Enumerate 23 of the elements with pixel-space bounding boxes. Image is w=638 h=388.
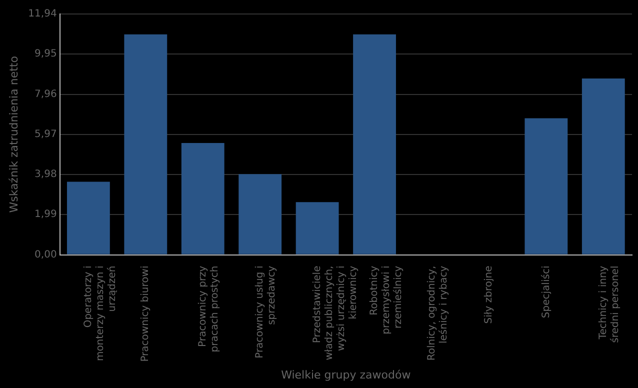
x-tick-label: Technicy i inny średni personel bbox=[598, 266, 621, 343]
bar bbox=[238, 174, 282, 254]
y-tick-label: 3,98 bbox=[34, 169, 57, 180]
x-tick-label: Pracownicy biurowi bbox=[140, 266, 152, 362]
y-axis-title: Wskaźnik zatrudnienia netto bbox=[7, 56, 20, 213]
x-axis-title: Wielkie grupy zawodów bbox=[281, 368, 411, 382]
bar bbox=[524, 118, 568, 254]
y-tick-label: 1,99 bbox=[34, 209, 57, 220]
y-tick-label: 7,96 bbox=[34, 88, 57, 100]
x-tick-label: Siły zbrojne bbox=[484, 266, 495, 324]
bar bbox=[296, 202, 339, 254]
y-tick-label: 5,97 bbox=[34, 128, 57, 140]
x-tick-label: Pracownicy przy pracach prostych bbox=[197, 266, 220, 352]
bar bbox=[582, 78, 625, 254]
bar bbox=[124, 34, 168, 254]
y-tick-label: 0,00 bbox=[34, 249, 57, 260]
x-tick-label: Operatorzy i monterzy maszyn i urządzeń bbox=[83, 266, 118, 362]
bar bbox=[181, 143, 224, 254]
bar bbox=[353, 34, 396, 254]
y-tick-label: 11,94 bbox=[28, 8, 57, 20]
x-tick-label: Specjaliści bbox=[540, 266, 552, 318]
y-tick-label: 9,95 bbox=[34, 48, 57, 60]
bar bbox=[66, 182, 110, 254]
